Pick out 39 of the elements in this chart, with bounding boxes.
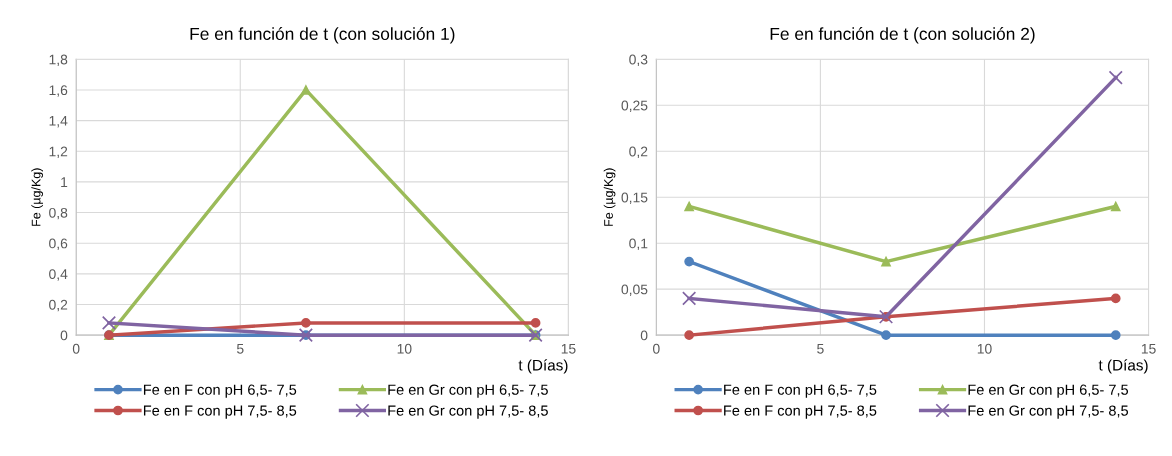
legend-label: Fe en Gr con pH 6,5- 7,5	[388, 384, 548, 398]
legend-label: Fe en F con pH 6,5- 7,5	[724, 384, 877, 398]
y-tick-label: 1	[61, 177, 68, 187]
y-tick-label: 1,2	[49, 146, 68, 159]
y-tick-label: 0,25	[621, 100, 648, 113]
y-tick-label: 1,4	[49, 116, 68, 128]
y-tick-label: 1,6	[49, 85, 68, 97]
x-tick-label: 15	[561, 344, 576, 354]
x-tick-label: 5	[817, 344, 824, 354]
x-tick-label: 0	[653, 343, 660, 354]
x-axis-title: t (Días)	[518, 359, 568, 374]
x-axis-title: t (Días)	[1098, 359, 1148, 374]
legend-label: Fe en F con pH 6,5- 7,5	[143, 384, 297, 398]
y-tick-label: 0	[60, 330, 68, 341]
chart-title: Fe en función de t (con solución 2)	[770, 27, 1035, 44]
legend-label: Fe en Gr con pH 7,5- 8,5	[388, 405, 548, 419]
y-tick-label: 0,05	[621, 284, 648, 296]
y-tick-label: 1,8	[49, 54, 68, 67]
y-tick-label: 0,4	[49, 269, 68, 281]
y-axis-title: Fe (µg/Kg)	[31, 168, 43, 226]
x-tick-label: 10	[397, 343, 412, 354]
x-tick-label: 0	[72, 343, 80, 354]
legend-label: Fe en F con pH 7,5- 8,5	[724, 405, 877, 419]
y-tick-label: 0,3	[629, 54, 648, 67]
legend-label: Fe en Gr con pH 6,5- 7,5	[968, 384, 1129, 398]
legend-label: Fe en F con pH 7,5- 8,5	[143, 405, 297, 419]
y-tick-label: 0,6	[49, 238, 68, 251]
y-tick-label: 0,15	[621, 192, 648, 205]
y-axis-title: Fe (µg/Kg)	[603, 168, 616, 226]
x-tick-label: 15	[1141, 344, 1156, 354]
x-tick-label: 5	[236, 344, 244, 354]
y-tick-label: 0,1	[629, 238, 648, 251]
y-tick-label: 0	[640, 330, 648, 341]
x-tick-label: 10	[977, 343, 992, 354]
legend-label: Fe en Gr con pH 7,5- 8,5	[968, 405, 1129, 419]
y-tick-label: 0,2	[49, 299, 68, 312]
y-tick-label: 0,8	[49, 207, 68, 220]
y-tick-label: 0,2	[629, 146, 648, 159]
chart-title: Fe en función de t (con solución 1)	[190, 27, 455, 44]
